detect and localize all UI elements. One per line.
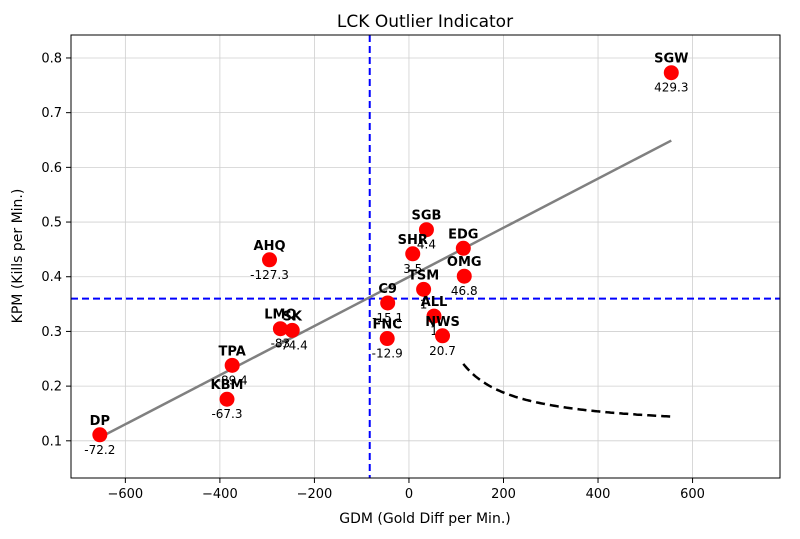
y-tick-label: 0.7	[41, 106, 62, 121]
x-tick-label: 0	[405, 487, 413, 502]
grid	[71, 35, 780, 478]
data-point	[92, 427, 108, 443]
y-tick-label: 0.8	[41, 51, 62, 66]
point-name-label: NWS	[425, 315, 460, 330]
data-point	[405, 246, 421, 262]
point-name-label: FNC	[373, 318, 402, 333]
plot-frame	[70, 34, 781, 479]
plot-lines	[71, 35, 780, 478]
data-point	[456, 268, 472, 284]
point-value-label: -72.2	[84, 443, 115, 457]
x-tick-label: −200	[297, 487, 333, 502]
data-point	[262, 252, 278, 268]
point-name-label: ALL	[421, 295, 448, 310]
point-value-label: 429.3	[654, 81, 688, 95]
x-tick-label: −400	[202, 487, 238, 502]
point-value-label: -12.9	[372, 347, 403, 361]
y-tick-label: 0.2	[41, 380, 62, 395]
point-name-label: TPA	[219, 344, 246, 359]
data-point	[272, 321, 288, 337]
ticks: −600 −400 −200 0 200 400 600 0.1 0.2 0.3 0.4 0.5 0.6…	[41, 51, 705, 502]
x-tick-label: 400	[586, 487, 611, 502]
data-point	[435, 328, 451, 344]
point-name-label: C9	[378, 282, 397, 297]
data-point	[219, 391, 235, 407]
data-point	[284, 322, 300, 338]
data-point	[418, 222, 434, 238]
chart-title: LCK Outlier Indicator	[337, 12, 513, 32]
y-tick-label: 0.4	[41, 270, 62, 285]
x-tick-label: 200	[491, 487, 516, 502]
threshold-curve	[462, 363, 672, 418]
point-name-label: SGW	[654, 52, 688, 67]
point-value-label: 1	[420, 297, 428, 311]
point-name-label: AHQ	[254, 239, 286, 254]
data-point	[416, 281, 432, 297]
data-point	[224, 357, 240, 373]
point-value-label: -15.1	[372, 311, 403, 325]
point-value-label: -67.3	[211, 407, 242, 421]
point-value-label: -127.3	[250, 268, 289, 282]
x-tick-label: 600	[680, 487, 705, 502]
y-tick-label: 0.3	[41, 325, 62, 340]
point-name-label: EDG	[448, 227, 478, 242]
point-value-label: 4.4	[417, 238, 436, 252]
data-point	[426, 308, 442, 324]
y-tick-label: 0.6	[41, 161, 62, 176]
data-point	[380, 295, 396, 311]
regression-line	[99, 139, 672, 439]
x-axis-label: GDM (Gold Diff per Min.)	[339, 511, 511, 527]
point-value-label: 3.5	[403, 262, 422, 276]
y-tick-label: 0.5	[41, 216, 62, 231]
data-point	[663, 65, 679, 81]
point-value-label: -74.4	[277, 338, 308, 352]
point-value-label: -89.4	[217, 373, 248, 387]
point-name-label: SK	[282, 309, 302, 324]
data-point	[379, 331, 395, 347]
x-tick-label: −600	[107, 487, 143, 502]
y-axis-label: KPM (Kills per Min.)	[10, 189, 26, 324]
point-value-label: 46.8	[451, 284, 478, 298]
point-name-label: OMG	[447, 255, 482, 270]
y-tick-label: 0.1	[41, 434, 62, 449]
point-value-label: -83	[271, 337, 291, 351]
data-point	[455, 240, 471, 256]
point-name-label: DP	[90, 414, 110, 429]
point-name-label: LMQ	[264, 308, 296, 323]
point-name-label: TSM	[408, 268, 439, 283]
point-value-label: 20.7	[429, 344, 456, 358]
point-value-label: 1	[430, 324, 438, 338]
point-name-label: KBM	[211, 378, 244, 393]
point-name-label: SHR	[398, 233, 428, 248]
point-name-label: SGB	[411, 209, 441, 224]
